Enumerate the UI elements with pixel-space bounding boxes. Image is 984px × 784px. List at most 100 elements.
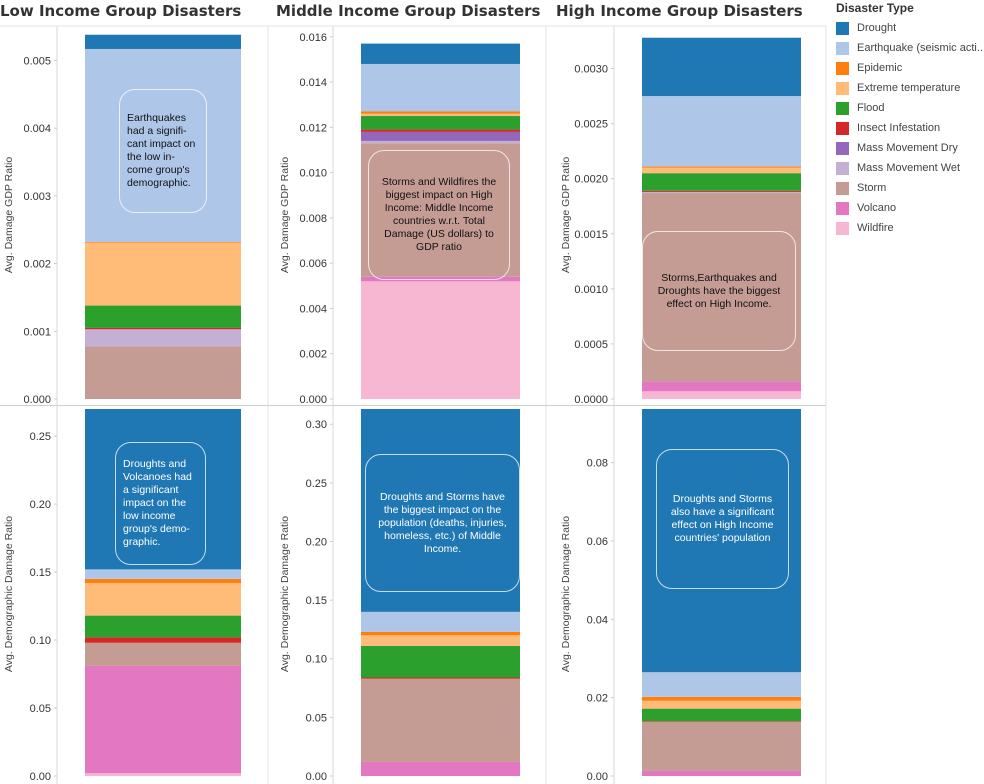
bar-segment-flood: [85, 305, 241, 328]
bar-segment-storm: [361, 678, 520, 762]
y-tick-label: 0.10: [30, 635, 51, 647]
legend-item-drought[interactable]: Drought: [836, 18, 984, 38]
legend-item-flood[interactable]: Flood: [836, 98, 984, 118]
y-tick-label: 0.15: [30, 567, 51, 579]
y-tick-label: 0.006: [299, 258, 327, 270]
bar-segment-insect-infestation: [361, 677, 520, 679]
bar-segment-volcano: [642, 770, 801, 776]
y-tick-label: 0.20: [306, 536, 327, 548]
y-tick-label: 0.00: [306, 771, 327, 783]
legend-item-volcano[interactable]: Volcano: [836, 198, 984, 218]
legend-item-earthquake-seismic-acti[interactable]: Earthquake (seismic acti..: [836, 38, 984, 58]
bar-segment-epidemic: [361, 111, 520, 114]
column-title-low-income: Low Income Group Disasters: [0, 2, 242, 20]
y-tick-label: 0.0005: [574, 339, 608, 351]
bar-segment-volcano: [642, 381, 801, 392]
legend-item-insect-infestation[interactable]: Insect Infestation: [836, 118, 984, 138]
legend-label: Insect Infestation: [857, 122, 941, 134]
y-tick-label: 0.0030: [574, 64, 608, 76]
legend-swatch: [836, 41, 849, 55]
y-axis-label: Avg. Damage GDP Ratio: [560, 157, 572, 273]
bar-segment-extreme-temperature: [642, 700, 801, 709]
legend-item-mass-movement-dry[interactable]: Mass Movement Dry: [836, 138, 984, 158]
legend-item-extreme-temperature[interactable]: Extreme temperature: [836, 78, 984, 98]
column-title-high-income: High Income Group Disasters: [556, 2, 803, 20]
legend-swatch: [836, 181, 849, 195]
annotation-low-demographic: Droughts and Volcanoes had a significant…: [115, 442, 206, 565]
y-tick-label: 0.010: [299, 168, 327, 180]
legend-swatch: [836, 121, 849, 135]
y-tick-label: 0.0020: [574, 174, 608, 186]
y-tick-label: 0.0025: [574, 119, 608, 131]
column-title-middle-income: Middle Income Group Disasters: [276, 2, 541, 20]
bar-segment-drought: [85, 409, 241, 570]
y-tick-label: 0.02: [587, 693, 608, 705]
bar-segment-epidemic: [85, 578, 241, 583]
bar-segment-mass-movement-wet: [361, 140, 520, 144]
legend-label: Epidemic: [857, 62, 903, 74]
bar-segment-earthquake-seismic-acti: [85, 569, 241, 579]
bar-segment-extreme-temperature: [85, 582, 241, 616]
bar-segment-drought: [361, 409, 520, 612]
y-tick-label: 0.002: [23, 259, 51, 271]
bar-segment-drought: [642, 37, 801, 97]
y-tick-label: 0.016: [299, 32, 327, 44]
y-tick-label: 0.05: [306, 712, 327, 724]
bar-segment-storm: [85, 346, 241, 399]
y-tick-label: 0.008: [299, 213, 327, 225]
bar-segment-insect-infestation: [642, 721, 801, 722]
bar-segment-flood: [361, 645, 520, 678]
y-tick-label: 0.0000: [574, 394, 608, 406]
y-tick-label: 0.014: [299, 77, 327, 89]
bar-segment-flood: [642, 708, 801, 722]
y-axis-label: Avg. Demographic Damage Ratio: [3, 516, 15, 672]
y-tick-label: 0.00: [587, 771, 608, 783]
bar-segment-wildfire: [85, 773, 241, 776]
bar-segment-drought: [85, 34, 241, 49]
annotation-high-gdp: Storms,Earthquakes and Droughts have the…: [642, 231, 796, 351]
bar-segment-extreme-temperature: [361, 113, 520, 117]
bar-segment-epidemic: [85, 241, 241, 243]
y-tick-label: 0.005: [23, 55, 51, 67]
bar-segment-wildfire: [361, 281, 520, 399]
legend-swatch: [836, 201, 849, 215]
legend-items: Drought Earthquake (seismic acti.. Epidemi…: [836, 18, 984, 238]
legend-label: Mass Movement Dry: [857, 142, 958, 154]
y-tick-label: 0.08: [587, 458, 608, 470]
y-tick-label: 0.04: [587, 614, 608, 626]
legend-swatch: [836, 141, 849, 155]
y-tick-label: 0.012: [299, 122, 327, 134]
legend-label: Drought: [857, 22, 897, 34]
bar-segment-epidemic: [642, 696, 801, 701]
y-tick-label: 0.001: [23, 326, 51, 338]
legend: Disaster Type Drought Earthquake (seismic…: [836, 1, 984, 238]
bar-segment-insect-infestation: [361, 129, 520, 132]
y-axis-label: Avg. Demographic Damage Ratio: [279, 516, 291, 672]
legend-swatch: [836, 21, 849, 35]
y-axis-label: Avg. Damage GDP Ratio: [279, 157, 291, 273]
bar-segment-insect-infestation: [85, 327, 241, 330]
legend-item-storm[interactable]: Storm: [836, 178, 984, 198]
y-tick-label: 0.06: [587, 536, 608, 548]
legend-item-wildfire[interactable]: Wildfire: [836, 218, 984, 238]
legend-swatch: [836, 101, 849, 115]
bar-segment-extreme-temperature: [361, 635, 520, 646]
annotation-low-gdp: Earthquakes had a signifi- cant impact o…: [119, 89, 207, 213]
legend-swatch: [836, 161, 849, 175]
legend-label: Volcano: [857, 202, 897, 214]
annotation-middle-demographic: Droughts and Storms have the biggest imp…: [365, 454, 520, 592]
chart-grid: Avg. Damage GDP Ratio 0.000 0.001 0.002 0.00…: [0, 25, 827, 784]
legend-item-epidemic[interactable]: Epidemic: [836, 58, 984, 78]
bar-segment-flood: [642, 173, 801, 191]
legend-label: Earthquake (seismic acti..: [857, 42, 983, 54]
bar-segment-flood: [361, 116, 520, 130]
legend-label: Extreme temperature: [857, 82, 961, 94]
legend-label: Storm: [857, 182, 887, 194]
legend-item-mass-movement-wet[interactable]: Mass Movement Wet: [836, 158, 984, 178]
bar-segment-mass-movement-wet: [642, 191, 801, 194]
y-tick-label: 0.00: [30, 771, 51, 783]
y-tick-label: 0.30: [306, 419, 327, 431]
bar-segment-earthquake-seismic-acti: [642, 672, 801, 697]
bar-segment-drought: [361, 43, 520, 64]
y-tick-label: 0.004: [299, 303, 327, 315]
